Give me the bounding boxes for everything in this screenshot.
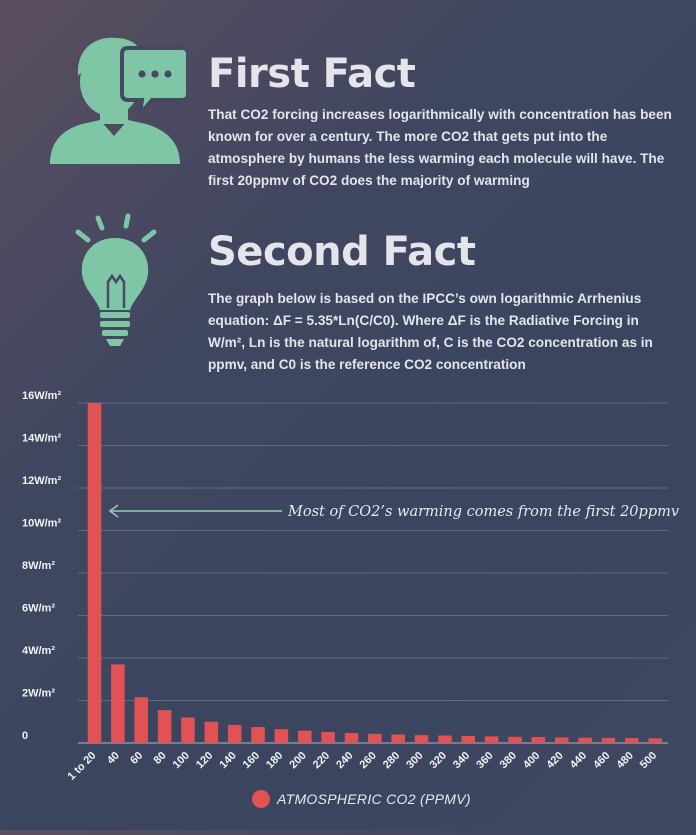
bar bbox=[508, 736, 522, 743]
bar bbox=[554, 737, 569, 743]
y-tick-label: 0 bbox=[22, 730, 28, 742]
y-tick-label: 12W/m² bbox=[22, 475, 61, 487]
x-tick-label: 140 bbox=[217, 750, 238, 771]
x-tick-label: 380 bbox=[498, 750, 519, 771]
x-tick-label: 460 bbox=[591, 750, 612, 771]
y-tick-label: 4W/m² bbox=[22, 645, 55, 657]
first-fact-body: That CO2 forcing increases logarithmical… bbox=[208, 107, 672, 188]
bar bbox=[297, 730, 312, 743]
second-fact-body: The graph below is based on the IPCC’s o… bbox=[208, 291, 653, 372]
x-tick-label: 40 bbox=[105, 750, 122, 767]
bar bbox=[625, 738, 639, 743]
x-tick-label: 420 bbox=[544, 750, 565, 771]
annotation-arrow-head bbox=[108, 504, 119, 518]
x-tick-label: 220 bbox=[311, 750, 332, 771]
x-tick-label: 120 bbox=[194, 750, 215, 771]
x-tick-label: 340 bbox=[451, 750, 472, 771]
bar bbox=[648, 738, 662, 743]
x-tick-label: 60 bbox=[128, 750, 145, 767]
x-tick-label: 160 bbox=[241, 750, 262, 771]
legend-label: ATMOSPHERIC CO2 (PPMV) bbox=[276, 791, 471, 807]
x-tick-label: 500 bbox=[638, 750, 659, 771]
bar bbox=[181, 717, 195, 743]
y-tick-label: 14W/m² bbox=[22, 433, 61, 445]
bar bbox=[484, 736, 499, 743]
first-fact: First Fact That CO2 forcing increases lo… bbox=[208, 48, 678, 192]
second-fact: Second Fact The graph below is based on … bbox=[208, 226, 678, 376]
bar bbox=[368, 733, 382, 743]
first-fact-title: First Fact bbox=[208, 51, 416, 97]
forcing-bar-chart: 0 2W/m² 4W/m² 6W/m² 8W/m² 10W/m² 12W/m² 14W/m² 1… bbox=[0, 380, 696, 830]
chart-svg: 0 2W/m² 4W/m² 6W/m² 8W/m² 10W/m² 12W/m² 14W/m² 1… bbox=[22, 390, 680, 808]
bar bbox=[134, 697, 149, 743]
x-tick-label: 200 bbox=[287, 750, 308, 771]
x-tick-label: 300 bbox=[404, 750, 425, 771]
lightbulb-icon bbox=[70, 212, 160, 352]
bar bbox=[391, 734, 405, 743]
x-tick-label: 440 bbox=[568, 750, 589, 771]
y-tick-label: 6W/m² bbox=[22, 603, 55, 615]
x-tick-label: 180 bbox=[264, 750, 285, 771]
bar bbox=[274, 729, 289, 743]
bar bbox=[321, 731, 335, 743]
y-tick-label: 2W/m² bbox=[22, 688, 55, 700]
bar bbox=[204, 721, 219, 743]
bar bbox=[461, 735, 476, 743]
legend-swatch bbox=[252, 790, 270, 808]
person-speech-icon bbox=[48, 30, 190, 166]
x-tick-label: 400 bbox=[521, 750, 542, 771]
y-tick-label: 16W/m² bbox=[22, 390, 61, 402]
x-tick-label: 1 to 20 bbox=[65, 750, 98, 783]
y-tick-label: 10W/m² bbox=[22, 518, 61, 530]
y-tick-label: 8W/m² bbox=[22, 560, 55, 572]
bar bbox=[578, 737, 592, 743]
bar bbox=[227, 724, 242, 743]
second-fact-title: Second Fact bbox=[208, 229, 476, 275]
x-tick-label: 360 bbox=[474, 750, 495, 771]
x-tick-label: 480 bbox=[614, 750, 635, 771]
bar bbox=[438, 735, 452, 743]
x-tick-label: 260 bbox=[357, 750, 378, 771]
bar bbox=[157, 710, 172, 743]
chart-annotation: Most of CO2’s warming comes from the fir… bbox=[287, 504, 680, 520]
bar bbox=[601, 737, 616, 743]
bar bbox=[251, 727, 265, 743]
x-tick-label: 240 bbox=[334, 750, 355, 771]
x-tick-label: 100 bbox=[171, 750, 192, 771]
x-tick-label: 320 bbox=[428, 750, 449, 771]
x-tick-label: 280 bbox=[381, 750, 402, 771]
bar bbox=[414, 735, 429, 743]
x-tick-label: 80 bbox=[152, 750, 169, 767]
bar bbox=[111, 664, 125, 743]
bar bbox=[344, 733, 359, 743]
bar bbox=[87, 403, 102, 743]
bar bbox=[531, 737, 546, 743]
